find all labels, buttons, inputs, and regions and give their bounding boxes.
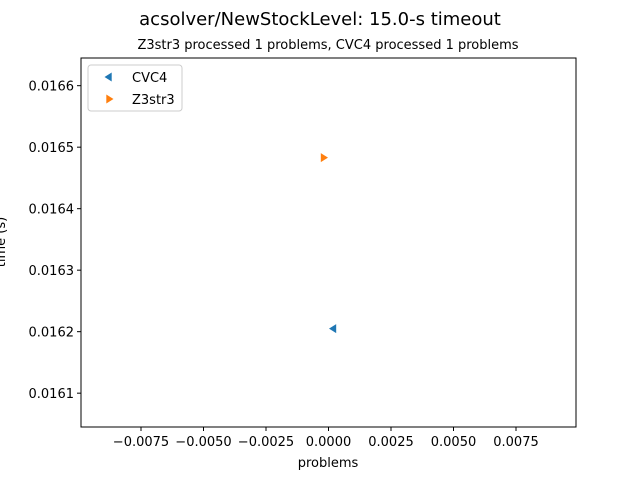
chart-title: acsolver/NewStockLevel: 15.0-s timeout xyxy=(139,9,501,30)
x-tick-label: 0.0050 xyxy=(431,435,477,450)
legend-marker-cvc4 xyxy=(104,72,112,82)
chart-subtitle: Z3str3 processed 1 problems, CVC4 proces… xyxy=(137,38,518,53)
x-tick-label: −0.0050 xyxy=(175,435,231,450)
y-tick-label: 0.0161 xyxy=(29,387,75,402)
data-point-z3str3 xyxy=(320,153,328,163)
x-tick-label: 0.0075 xyxy=(493,435,539,450)
x-tick-label: −0.0025 xyxy=(238,435,294,450)
data-point-cvc4 xyxy=(329,324,337,334)
x-tick-label: 0.0025 xyxy=(368,435,414,450)
x-tick-label: −0.0075 xyxy=(113,435,169,450)
x-axis-label: problems xyxy=(298,456,359,471)
legend-label-z3str3: Z3str3 xyxy=(132,93,175,108)
y-tick-label: 0.0164 xyxy=(29,203,75,218)
y-axis-label: time (s) xyxy=(0,217,9,267)
x-tick-label: 0.0000 xyxy=(306,435,352,450)
legend-marker-z3str3 xyxy=(106,94,114,104)
plot-area: −0.0075 −0.0050 −0.0025 0.0000 0.0025 0.0050 0… xyxy=(29,57,577,450)
y-tick-label: 0.0162 xyxy=(29,326,75,341)
y-tick-label: 0.0166 xyxy=(29,80,75,95)
y-tick-label: 0.0165 xyxy=(29,141,75,156)
y-tick-label: 0.0163 xyxy=(29,264,75,279)
legend-label-cvc4: CVC4 xyxy=(132,71,167,86)
